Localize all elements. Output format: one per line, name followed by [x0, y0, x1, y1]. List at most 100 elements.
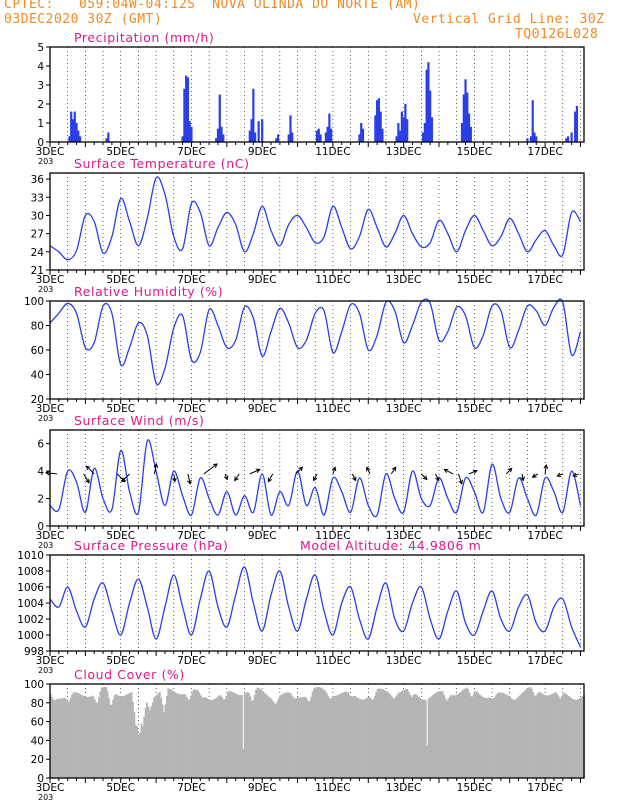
panel-4: 0 2 4 6 3DEC 5DEC 7DEC 9DEC 11DEC 13DEC 15DEC 17DEC… [36, 413, 585, 550]
wind-arrow-head [187, 479, 192, 485]
cloud-bar [372, 699, 375, 778]
cloud-bar [429, 697, 431, 778]
cloud-bar [281, 693, 284, 778]
cloud-bar [499, 692, 502, 778]
cloud-bar [495, 694, 498, 778]
cloud-bar [330, 698, 332, 778]
x-tick-label: 11DEC [315, 146, 350, 158]
wind-arrow [366, 467, 371, 475]
cloud-bar [318, 687, 321, 778]
cloud-bar [266, 695, 269, 778]
cloud-bar [528, 687, 530, 778]
precip-bar [68, 136, 71, 142]
cloud-bar [356, 697, 359, 778]
precip-bar [397, 123, 400, 142]
cloud-bar [233, 693, 236, 778]
cloud-bar [178, 694, 181, 778]
precip-bar [71, 119, 75, 142]
cloud-bar [393, 698, 396, 778]
panel-title: Surface Temperature (nC) [74, 156, 250, 171]
cloud-bar [214, 698, 216, 778]
precip-bar [425, 69, 428, 142]
x-tick-label: 11DEC [315, 530, 350, 542]
cloud-bar [338, 694, 341, 778]
cloud-bar [81, 695, 83, 778]
precip-bar [319, 134, 322, 142]
panel-5: 998 1000 1002 1004 1006 1008 1010 3DEC 5DEC 7DEC 9… [17, 538, 585, 675]
cloud-bar [409, 694, 412, 778]
cloud-bar [276, 701, 279, 778]
cloud-bar [323, 689, 325, 778]
cloud-bar [181, 694, 184, 778]
cloud-bar [146, 702, 149, 778]
wind-arrow-head [153, 462, 159, 468]
cloud-bar [74, 692, 76, 778]
cloud-bar [484, 697, 487, 778]
cloud-bar [348, 694, 351, 778]
header-date: 03DEC2020 30Z (GMT) [4, 12, 163, 27]
cloud-bar [215, 697, 218, 778]
precip-bar [360, 123, 363, 142]
cloud-bar [457, 693, 460, 778]
cloud-bar [573, 699, 576, 778]
cloud-bar [562, 694, 564, 778]
cloud-bar [307, 701, 310, 778]
cloud-bar [263, 692, 266, 778]
cloud-bar [321, 688, 324, 778]
cloud-bar [115, 694, 117, 778]
cloud-bar [147, 706, 150, 778]
cloud-bar [406, 689, 409, 778]
wind-arrow [249, 469, 260, 475]
cloud-bar [444, 698, 447, 778]
cloud-bar [335, 695, 338, 778]
cloud-bar [376, 689, 379, 778]
y-tick-label: 100 [24, 296, 44, 308]
wind-arrow-head [391, 466, 397, 472]
cloud-bar [546, 695, 549, 778]
cloud-bar [453, 695, 455, 778]
y-tick-label: 3 [37, 80, 44, 92]
x-tick-label: 9DEC [248, 530, 277, 542]
cloud-bar [345, 691, 348, 778]
cloud-bar [107, 697, 110, 778]
wind-arrow-head [172, 477, 177, 483]
cloud-bar [289, 692, 291, 778]
precip-bar [186, 77, 190, 142]
cloud-bar [150, 706, 153, 778]
cloud-bar [304, 697, 307, 778]
cloud-bar [395, 696, 397, 778]
cloud-bar [160, 697, 163, 778]
cloud-bar [109, 704, 112, 778]
x-tick-label: 13DEC [386, 146, 421, 158]
cloud-bar [552, 693, 554, 778]
y-tick-label: 21 [31, 265, 44, 277]
cloud-bar [249, 696, 252, 778]
cloud-bar [93, 699, 96, 778]
cloud-bar [136, 726, 139, 778]
wind-arrow-head [572, 472, 578, 478]
cloud-bar [571, 699, 574, 778]
wind-arrow [444, 469, 454, 475]
cloud-bar [386, 691, 389, 778]
cloud-bar [62, 697, 65, 778]
cloud-bar [301, 697, 304, 778]
cloud-bar [542, 694, 545, 778]
cloud-bar [474, 691, 477, 778]
cloud-bar [208, 699, 211, 778]
cloud-bar [139, 732, 141, 778]
cloud-bar [427, 698, 430, 778]
precip-bar [535, 136, 538, 142]
cloud-bar [441, 691, 444, 778]
panel-title: Relative Humidity (%) [74, 284, 223, 299]
precip-bar [466, 92, 469, 142]
cloud-bar [314, 687, 317, 778]
cloud-bar [168, 688, 171, 778]
cloud-bar [516, 697, 519, 778]
cloud-bar [100, 687, 103, 778]
cloud-bar [156, 694, 158, 778]
cloud-bar [501, 692, 504, 778]
precip-bar [315, 130, 319, 142]
cloud-bar [371, 699, 373, 778]
cloud-bar [366, 697, 369, 778]
cloud-bar [284, 692, 287, 778]
